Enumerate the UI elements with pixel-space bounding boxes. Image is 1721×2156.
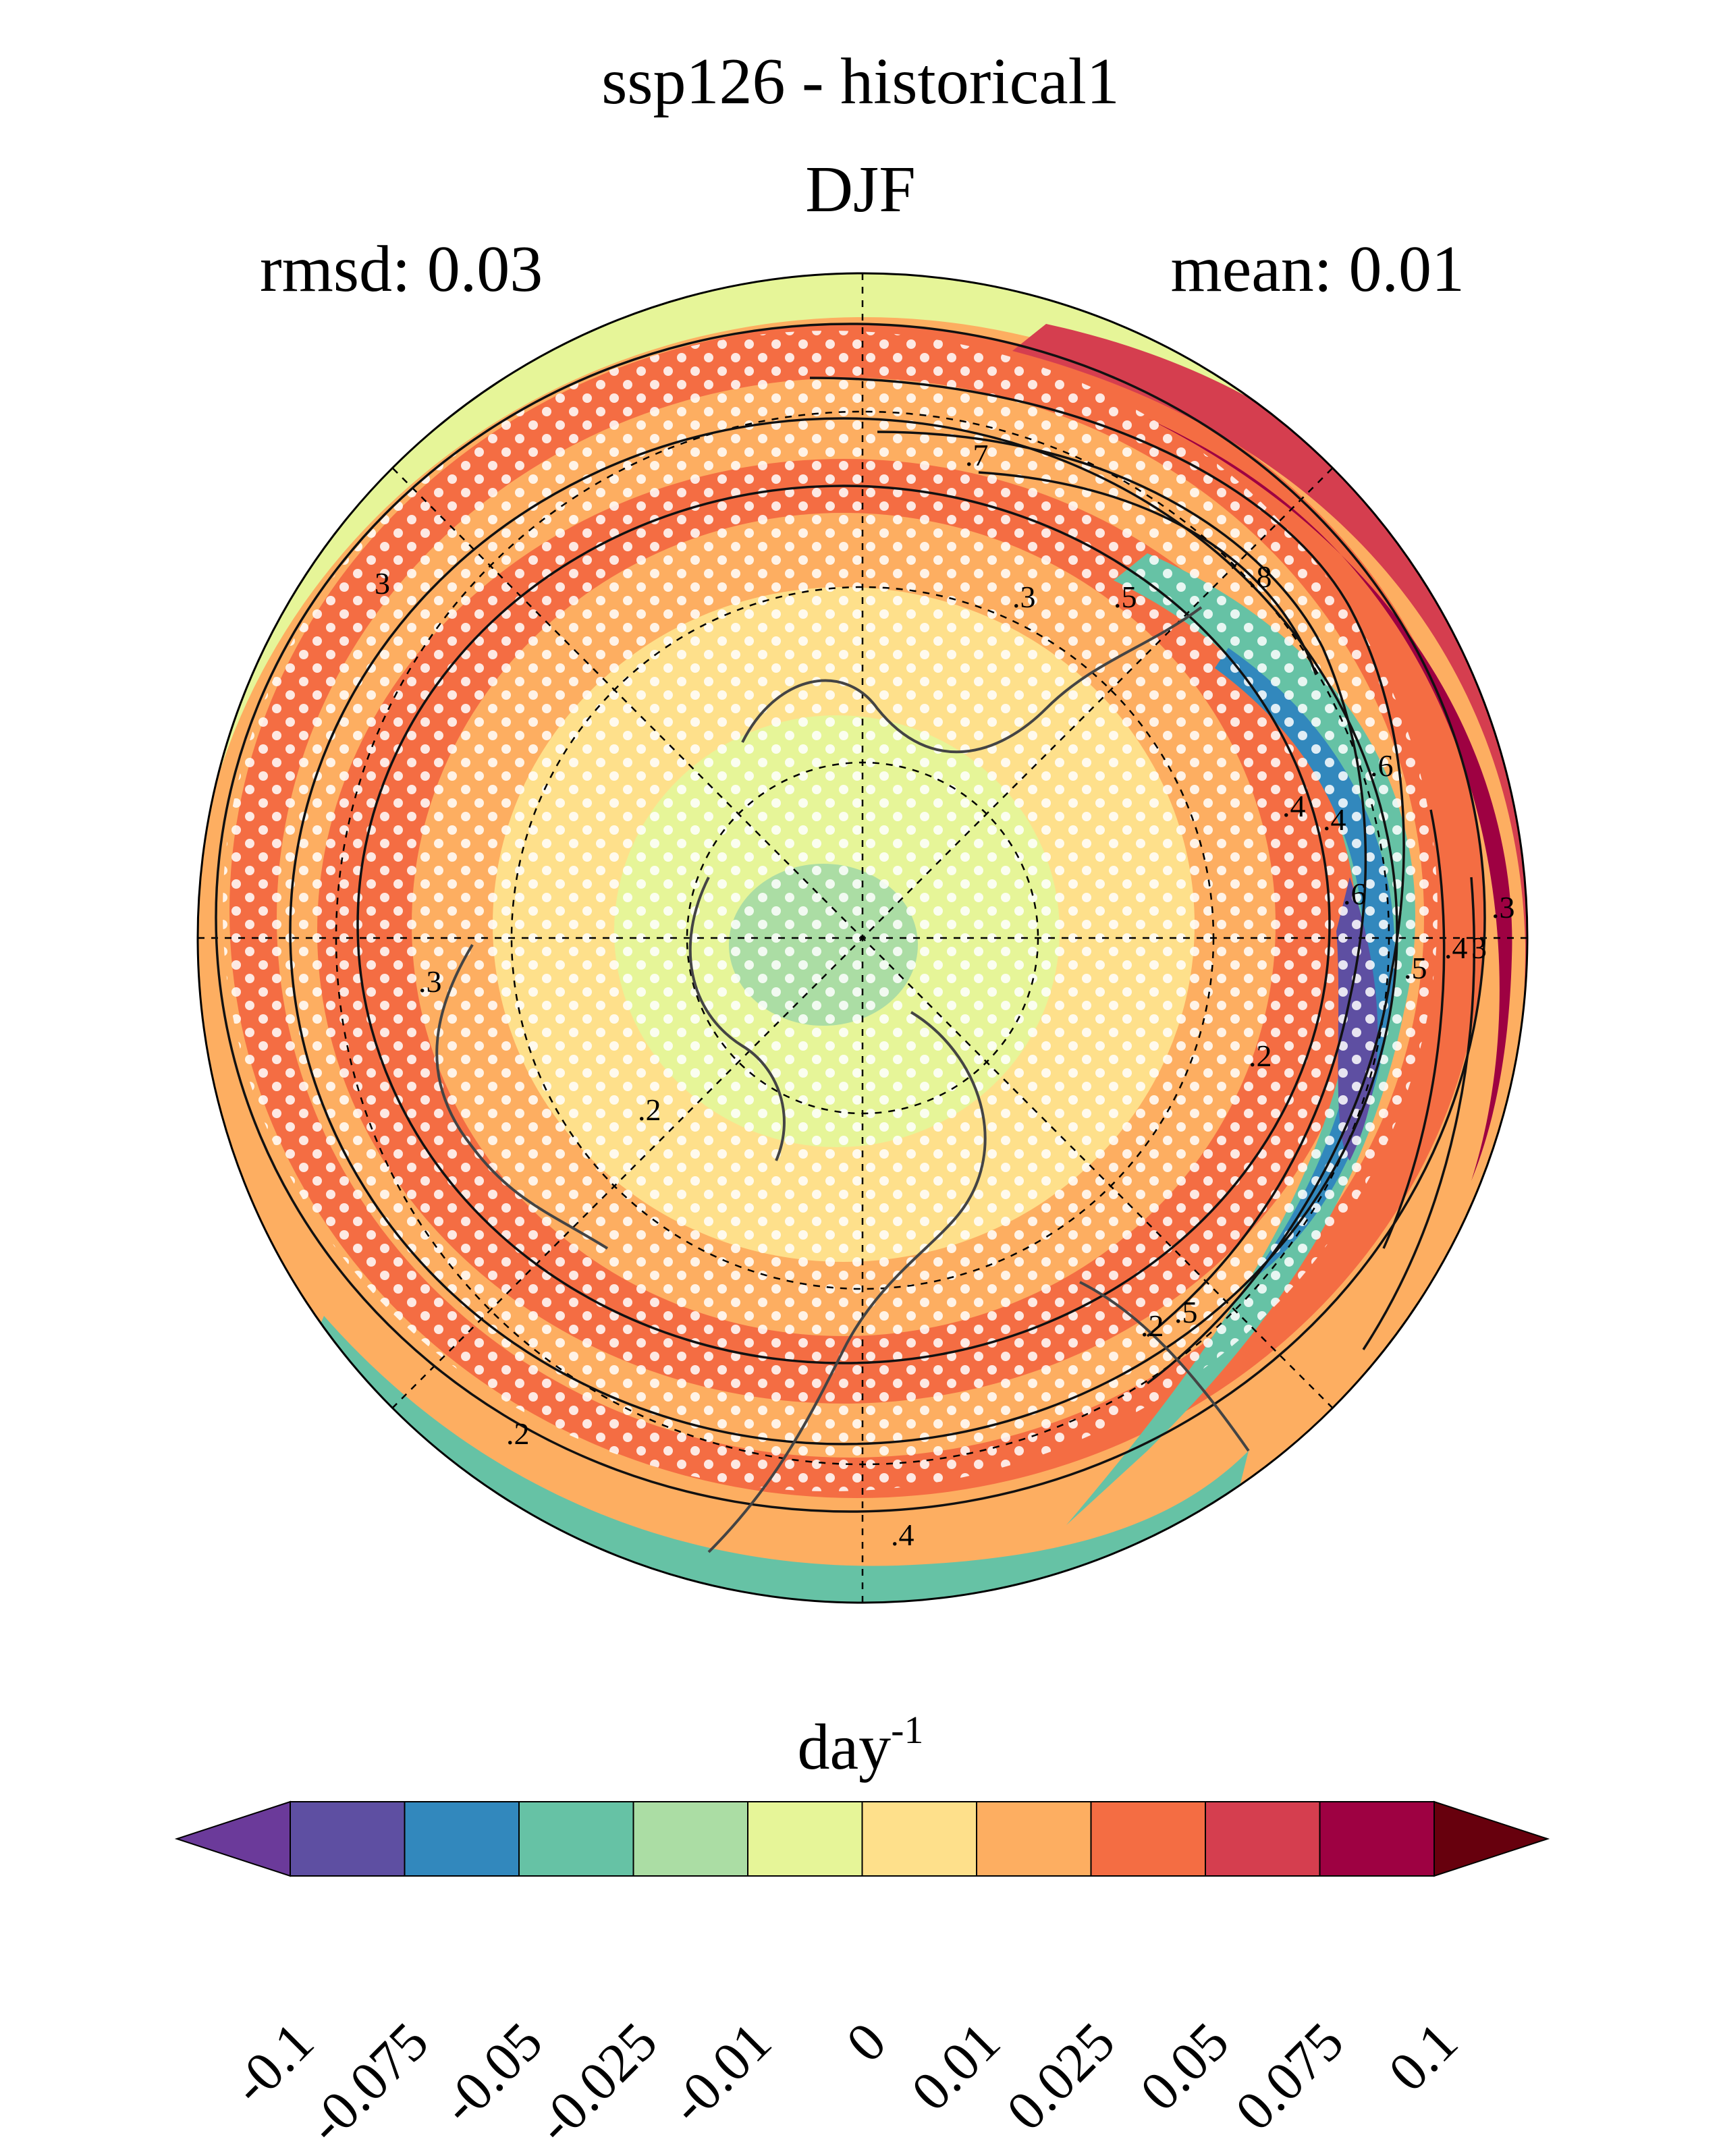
colorbar-swatch <box>290 1801 406 1877</box>
colorbar-swatch <box>1090 1801 1206 1877</box>
mean-label: mean: 0.01 <box>1170 233 1465 306</box>
contour-label: .4 <box>891 1518 914 1552</box>
contour-label: .2 <box>1249 1039 1272 1073</box>
colorbar-unit: day-1 <box>0 1707 1721 1784</box>
contour-label: .5 <box>1174 1295 1198 1329</box>
figure-title: ssp126 - historical1 <box>601 45 1120 118</box>
colorbar-swatch <box>976 1801 1092 1877</box>
colorbar-under-triangle <box>174 1800 291 1877</box>
contour-label: .3 <box>1492 890 1515 924</box>
colorbar-swatch <box>632 1801 748 1877</box>
colorbar-swatch <box>404 1801 520 1877</box>
contour-label: .4 <box>1282 789 1306 823</box>
colorbar-swatch <box>1205 1801 1321 1877</box>
contour-label: .6 <box>1370 748 1394 783</box>
contour-label: 3 <box>1471 931 1487 965</box>
map-border <box>196 272 1529 1604</box>
contour-label: .3 <box>418 964 442 999</box>
rmsd-label: rmsd: 0.03 <box>260 233 543 306</box>
contour-label: .4 <box>1444 931 1468 965</box>
season-label: DJF <box>805 153 916 226</box>
contour-label: .5 <box>1114 580 1137 614</box>
contours <box>215 323 1486 1513</box>
contour-label: .2 <box>1141 1308 1164 1343</box>
contour-label: .4 <box>1323 802 1346 837</box>
contour-label: .2 <box>506 1416 530 1451</box>
contour-label: .2 <box>638 1093 661 1127</box>
contour-label: .7 <box>965 438 989 472</box>
colorbar-swatch <box>518 1801 634 1877</box>
contour-label: .6 <box>1343 877 1367 911</box>
contour-label: .8 <box>1249 559 1272 594</box>
colorbar-unit-base: day <box>797 1711 892 1783</box>
contour-label: 3 <box>375 566 390 601</box>
colorbar <box>174 1800 1550 1877</box>
colorbar-swatch <box>861 1801 977 1877</box>
polar-map: .7 .3 .5 .8 3 .6 .4 .6 .3 .4 .2 .5 .4 .2… <box>196 272 1529 1604</box>
colorbar-over-triangle <box>1433 1800 1550 1877</box>
contour-labels: .7 .3 .5 .8 3 .6 .4 .6 .3 .4 .2 .5 .4 .2… <box>375 438 1515 1552</box>
coastline <box>435 606 1250 1553</box>
colorbar-swatch <box>747 1801 863 1877</box>
contour-label: .5 <box>1404 951 1427 985</box>
contour-label: .3 <box>1012 580 1036 614</box>
colorbar-unit-exponent: -1 <box>891 1708 924 1752</box>
colorbar-swatch <box>1319 1801 1435 1877</box>
